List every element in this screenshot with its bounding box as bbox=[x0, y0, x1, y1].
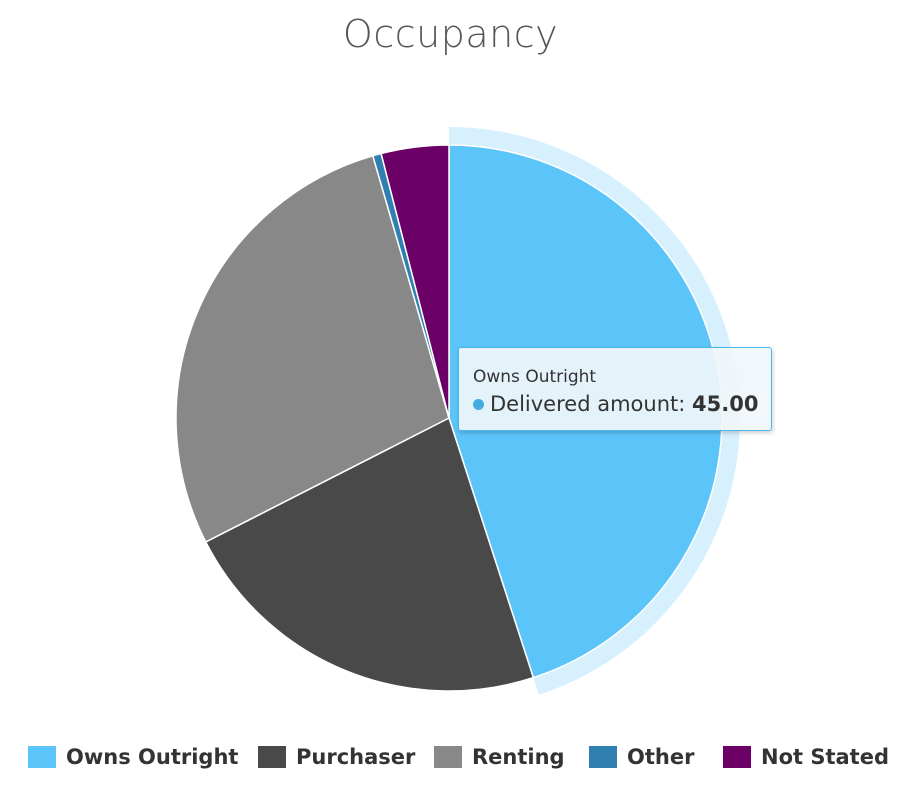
legend-swatch bbox=[258, 746, 286, 768]
legend-label: Purchaser bbox=[296, 745, 416, 769]
slice-renting[interactable] bbox=[175, 155, 450, 543]
legend-swatch bbox=[589, 746, 617, 768]
legend-item-owns-outright[interactable]: Owns Outright bbox=[28, 741, 238, 773]
legend-label: Not Stated bbox=[761, 745, 889, 769]
slice-not-stated[interactable] bbox=[380, 144, 450, 419]
tooltip-series-label: Delivered amount bbox=[490, 392, 679, 416]
tooltip: Owns Outright Delivered amount: 45.00 bbox=[458, 347, 772, 431]
legend-swatch bbox=[28, 746, 56, 768]
legend: Owns Outright Purchaser Renting Other Not St… bbox=[0, 741, 901, 773]
legend-item-renting[interactable]: Renting bbox=[434, 741, 565, 773]
legend-item-other[interactable]: Other bbox=[589, 741, 694, 773]
chart-title: Occupancy bbox=[342, 12, 559, 56]
tooltip-row: Delivered amount: 45.00 bbox=[473, 391, 759, 417]
legend-label: Other bbox=[627, 745, 695, 769]
tooltip-value: 45.00 bbox=[692, 392, 759, 416]
legend-label: Owns Outright bbox=[66, 745, 239, 769]
legend-swatch bbox=[434, 746, 462, 768]
legend-swatch bbox=[723, 746, 751, 768]
tooltip-series-dot bbox=[473, 399, 484, 410]
legend-item-not-stated[interactable]: Not Stated bbox=[723, 741, 889, 773]
legend-item-purchaser[interactable]: Purchaser bbox=[258, 741, 415, 773]
legend-label: Renting bbox=[472, 745, 565, 769]
slice-purchaser[interactable] bbox=[205, 417, 535, 692]
tooltip-title: Owns Outright bbox=[473, 367, 597, 387]
